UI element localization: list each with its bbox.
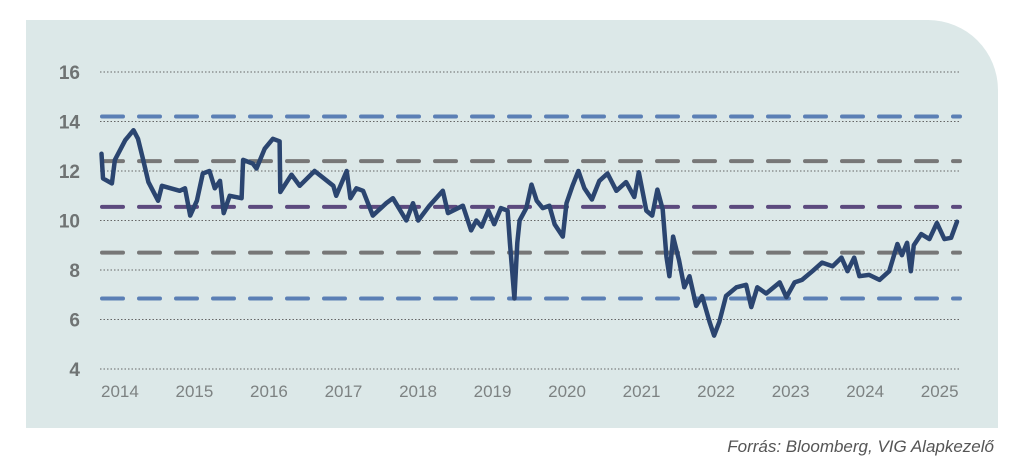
x-tick-label: 2021	[623, 382, 661, 401]
y-tick-label: 12	[59, 162, 80, 183]
x-axis-ticks: 2014 2015 2016 2017 2018 2019 2020 2021 2022 2023…	[101, 382, 959, 401]
reference-lines	[100, 114, 962, 301]
y-tick-label: 8	[69, 261, 80, 282]
x-tick-label: 2014	[101, 382, 139, 401]
x-tick-label: 2018	[399, 382, 437, 401]
y-tick-label: 6	[69, 311, 80, 332]
y-tick-label: 16	[59, 63, 80, 84]
y-axis-ticks: 4 6 8 10 12 14 16	[59, 63, 81, 381]
y-tick-label: 14	[59, 113, 81, 134]
x-tick-label: 2016	[250, 382, 288, 401]
x-tick-label: 2017	[325, 382, 363, 401]
y-tick-label: 4	[69, 360, 80, 381]
x-tick-label: 2024	[846, 382, 884, 401]
series	[99, 127, 960, 338]
x-tick-label: 2015	[176, 382, 214, 401]
x-tick-label: 2020	[548, 382, 586, 401]
x-tick-label: 2023	[772, 382, 810, 401]
chart-background	[26, 20, 998, 428]
x-tick-label: 2025	[921, 382, 959, 401]
x-tick-label: 2022	[697, 382, 735, 401]
y-tick-label: 10	[59, 212, 80, 233]
source-note: Forrás: Bloomberg, VIG Alapkezelő	[727, 437, 994, 456]
x-tick-label: 2019	[474, 382, 512, 401]
